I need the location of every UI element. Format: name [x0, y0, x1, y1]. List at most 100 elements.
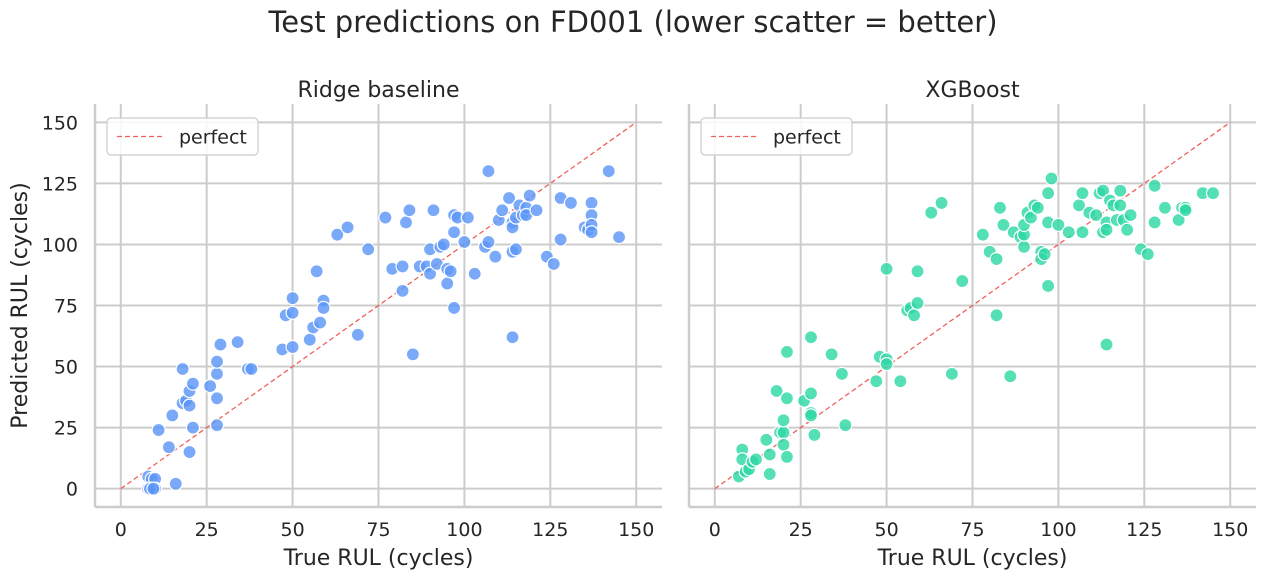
- x-tick-label: 25: [195, 519, 219, 541]
- data-point: [611, 230, 627, 245]
- data-point: [302, 332, 317, 347]
- data-point: [395, 259, 410, 274]
- data-point: [522, 188, 537, 203]
- x-tick-label: 0: [709, 519, 721, 541]
- data-point: [944, 366, 959, 381]
- y-tick-label: 50: [54, 357, 78, 379]
- x-tick-label: 75: [366, 519, 390, 541]
- data-point: [285, 291, 300, 306]
- data-point: [824, 347, 839, 362]
- data-point: [182, 398, 197, 413]
- data-point: [1075, 186, 1090, 201]
- data-point: [1113, 183, 1128, 198]
- data-point: [495, 203, 510, 218]
- data-point: [762, 447, 777, 462]
- x-tick-label: 125: [532, 519, 568, 541]
- data-point: [330, 227, 345, 242]
- data-point: [209, 391, 225, 406]
- y-tick-label: 25: [54, 418, 78, 440]
- data-point: [807, 427, 822, 443]
- data-point: [1140, 247, 1155, 262]
- data-point: [209, 354, 225, 369]
- y-tick-label: 125: [42, 173, 78, 195]
- data-point: [1061, 225, 1076, 240]
- data-point: [762, 466, 777, 482]
- x-tick-label: 100: [1040, 519, 1076, 541]
- panel-title: XGBoost: [925, 78, 1020, 103]
- perfect-reference-line: [714, 121, 1231, 490]
- data-point: [244, 361, 259, 377]
- data-point: [165, 408, 180, 423]
- data-point: [146, 481, 161, 496]
- data-point: [1075, 225, 1090, 240]
- x-tick-label: 100: [446, 519, 482, 541]
- data-point: [1099, 337, 1114, 352]
- data-point: [447, 300, 462, 316]
- data-point: [1051, 217, 1066, 232]
- data-point: [457, 234, 472, 250]
- data-point: [185, 376, 201, 391]
- data-point: [285, 339, 300, 355]
- data-point: [230, 335, 245, 350]
- data-point: [443, 264, 458, 279]
- y-tick-label: 100: [42, 234, 78, 256]
- x-tick-label: 50: [280, 519, 304, 541]
- data-point: [989, 251, 1004, 267]
- data-point: [1157, 200, 1173, 215]
- data-point: [776, 437, 791, 452]
- data-point: [924, 205, 939, 220]
- x-tick-label: 25: [789, 519, 813, 541]
- data-point: [1040, 186, 1056, 201]
- data-point: [398, 215, 414, 230]
- data-point: [340, 220, 355, 235]
- x-tick-label: 50: [874, 519, 898, 541]
- data-point: [759, 432, 774, 447]
- y-tick-label: 0: [66, 479, 78, 501]
- data-point: [996, 217, 1011, 232]
- data-point: [213, 337, 228, 352]
- data-point: [779, 449, 795, 465]
- data-point: [312, 315, 328, 330]
- data-point: [467, 266, 482, 281]
- data-point: [563, 195, 579, 211]
- data-point: [350, 327, 365, 342]
- data-point: [447, 225, 462, 240]
- data-point: [402, 203, 417, 218]
- data-point: [395, 283, 410, 298]
- data-point: [989, 308, 1004, 323]
- y-tick-label: 75: [54, 296, 78, 318]
- data-point: [426, 203, 441, 218]
- data-point: [803, 386, 819, 401]
- data-point: [838, 418, 853, 433]
- data-point: [803, 330, 819, 345]
- data-point: [910, 295, 925, 311]
- data-point: [309, 264, 324, 279]
- data-point: [553, 232, 568, 247]
- x-tick-label: 150: [1212, 519, 1248, 541]
- data-point: [203, 379, 218, 394]
- data-point: [151, 422, 166, 438]
- data-point: [1016, 239, 1032, 254]
- data-point: [436, 237, 451, 252]
- data-point: [209, 366, 225, 381]
- data-point: [584, 225, 599, 240]
- data-point: [1147, 215, 1162, 230]
- figure-suptitle: Test predictions on FD001 (lower scatter…: [267, 5, 997, 39]
- data-point: [1113, 198, 1128, 213]
- data-point: [879, 261, 894, 276]
- legend-box: [106, 117, 259, 156]
- data-point: [601, 164, 616, 179]
- y-tick-label: 150: [42, 112, 78, 134]
- data-point: [501, 190, 517, 206]
- data-point: [1095, 183, 1111, 198]
- data-point: [893, 374, 908, 389]
- data-point: [185, 420, 201, 435]
- data-point: [505, 330, 520, 345]
- data-point: [1123, 208, 1138, 223]
- data-point: [1089, 208, 1104, 223]
- data-point: [361, 242, 376, 257]
- data-point: [955, 273, 970, 289]
- data-point: [910, 264, 925, 279]
- data-point: [879, 357, 894, 372]
